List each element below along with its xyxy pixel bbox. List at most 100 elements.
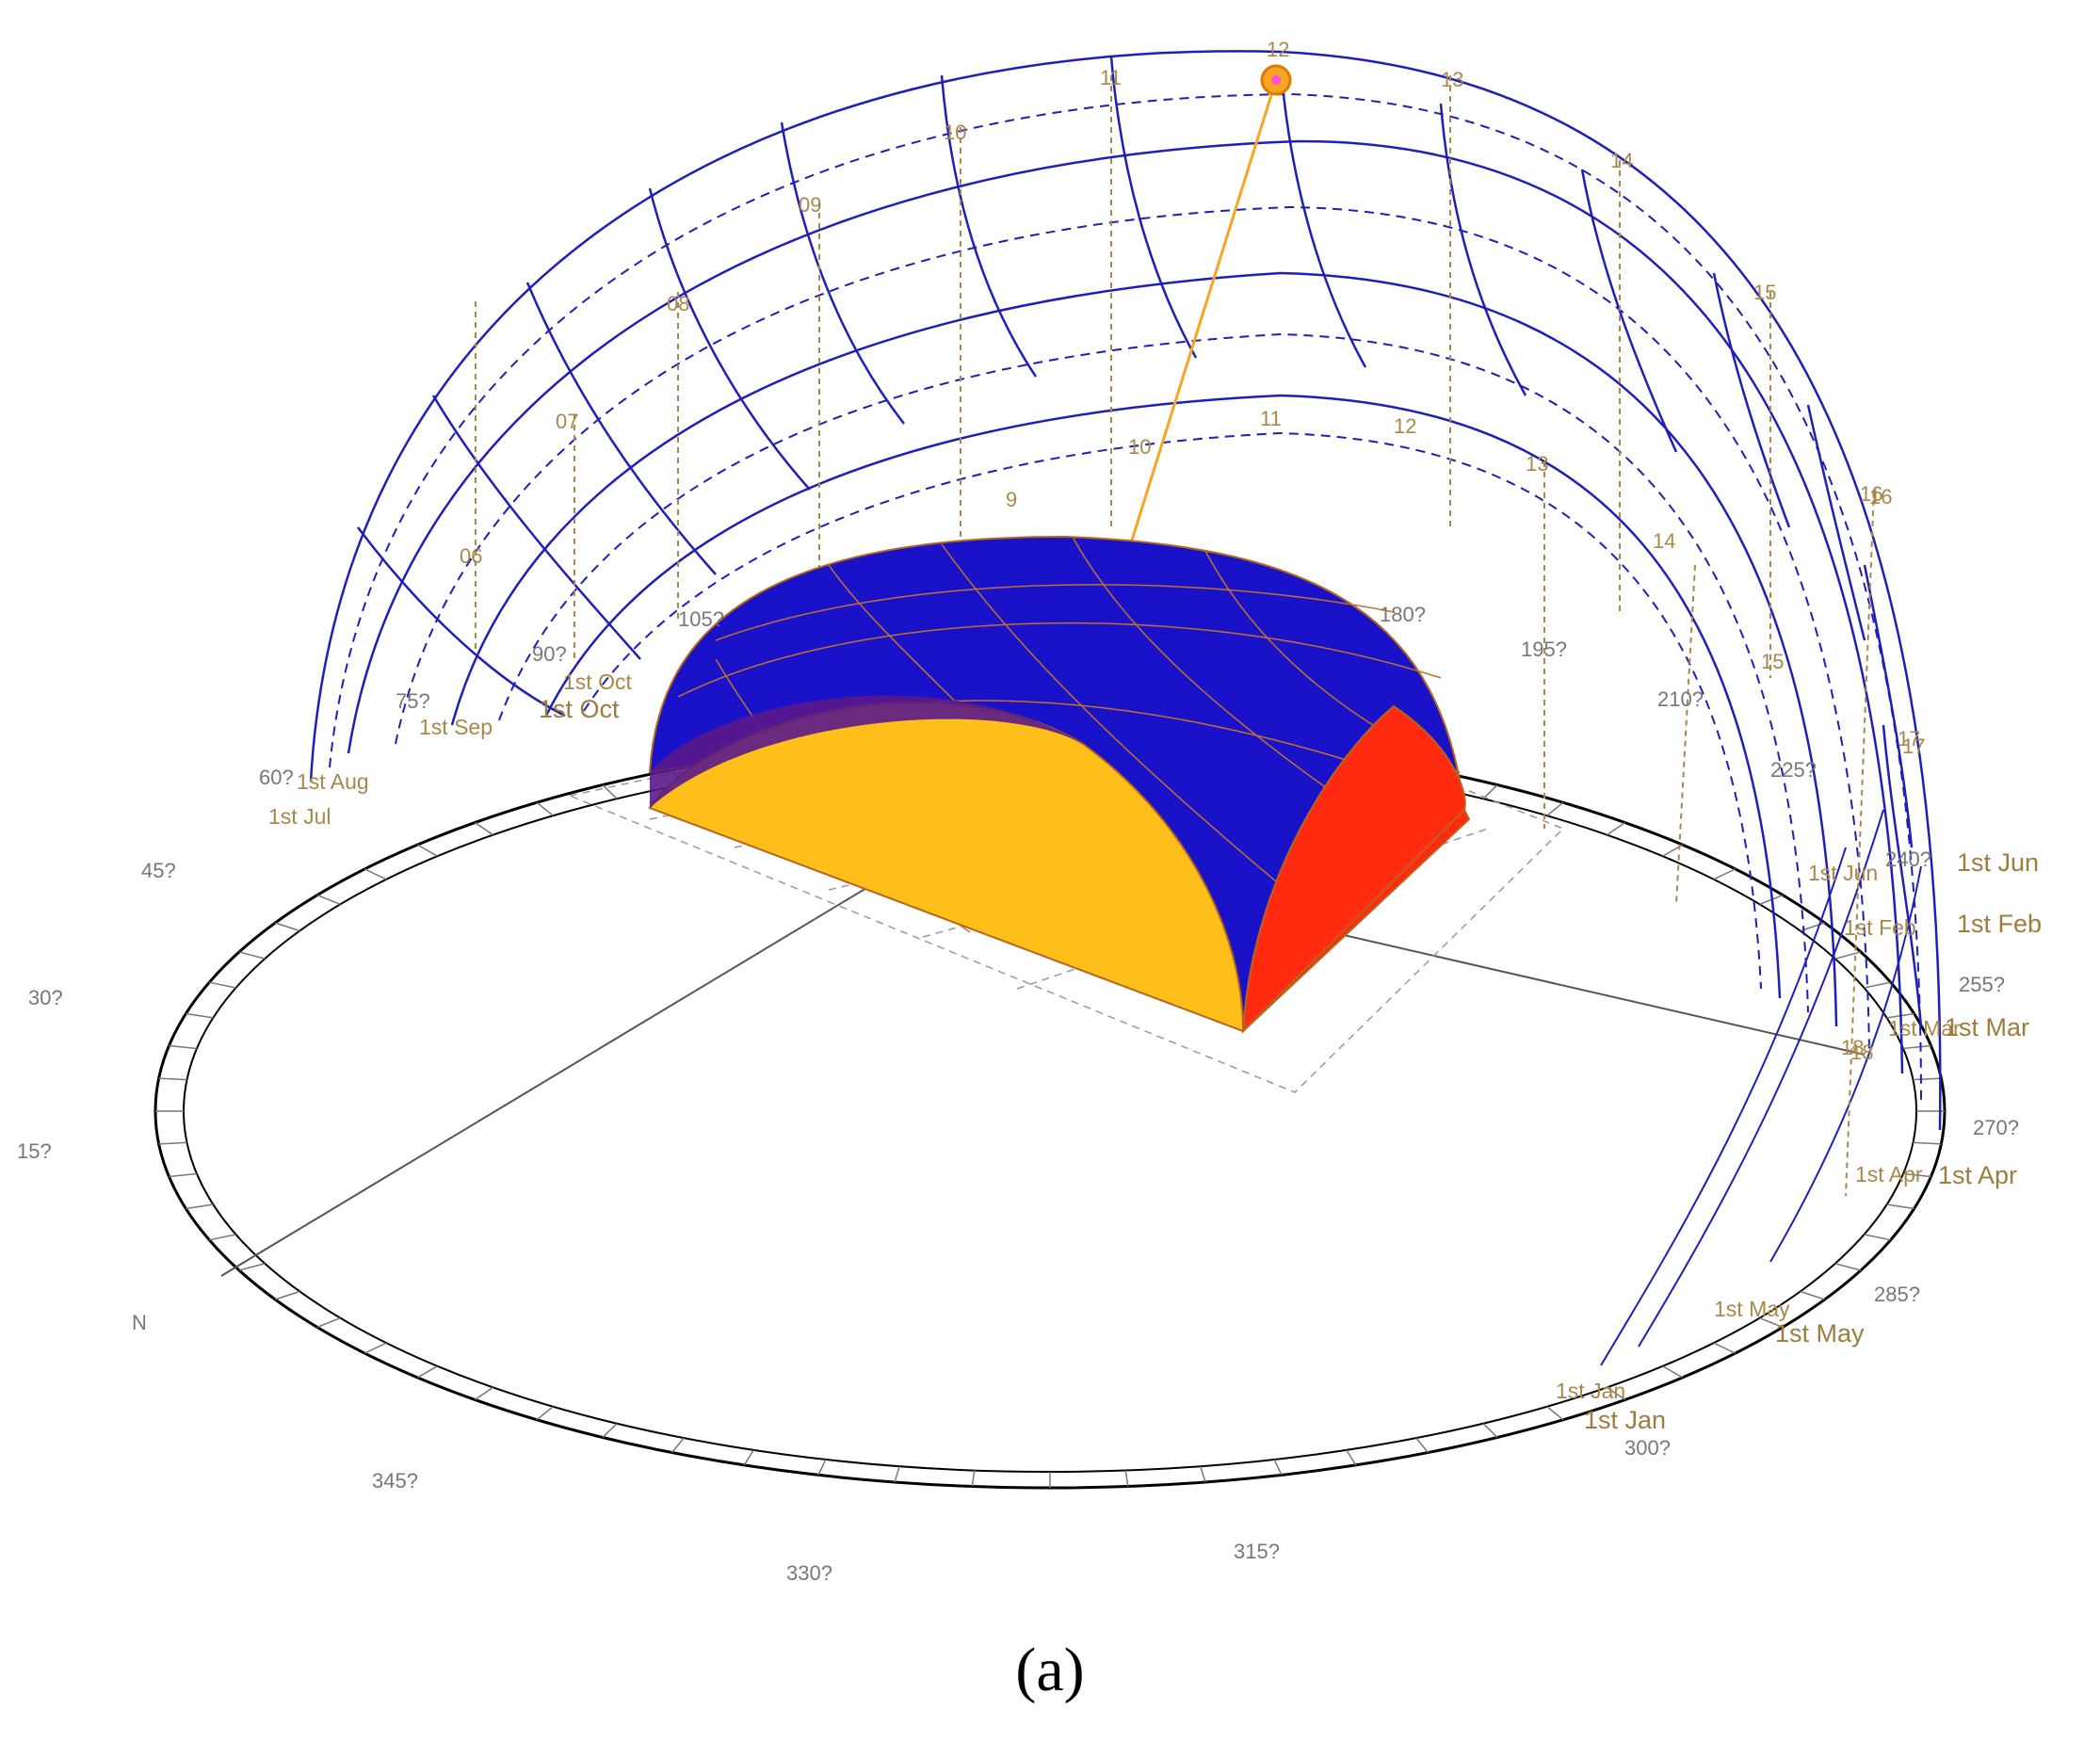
hour-label: 9	[1006, 488, 1017, 511]
ring-tick	[1913, 1141, 1942, 1145]
ring-tick	[209, 981, 236, 989]
ring-tick	[894, 1465, 900, 1483]
azimuth-label: 300?	[1624, 1436, 1671, 1460]
hour-label: 08	[667, 292, 689, 315]
vaulted-building	[648, 535, 1471, 1034]
ring-tick	[1606, 821, 1626, 836]
ring-tick	[158, 1077, 187, 1081]
azimuth-label: 105?	[678, 607, 724, 631]
azimuth-label: 285?	[1874, 1283, 1920, 1306]
hour-drop-lines	[475, 75, 1875, 1197]
ring-tick	[1713, 868, 1737, 880]
date-label: 1st Feb	[1957, 910, 2042, 938]
ring-tick	[1886, 1203, 1914, 1210]
hour-label: 12	[1267, 38, 1289, 61]
ring-tick	[363, 868, 387, 880]
ring-tick	[1546, 801, 1564, 816]
ring-tick	[275, 1290, 300, 1300]
ring-tick	[1834, 1263, 1862, 1271]
azimuth-label: 30?	[28, 986, 63, 1009]
date-label: 1st Jul	[268, 804, 331, 829]
ring-tick	[1864, 1234, 1891, 1241]
ring-tick	[743, 1449, 754, 1466]
ring-tick	[316, 1316, 341, 1329]
azimuth-label: N	[132, 1311, 147, 1334]
hour-labels-lower: 9 10 11 12 13 14 15 16 17 18	[1006, 407, 1920, 1059]
hour-label: 16	[1869, 485, 1892, 508]
hour-label: 15	[1753, 281, 1776, 304]
date-label: 1st Jan	[1556, 1379, 1625, 1403]
sun-ray	[1128, 64, 1292, 547]
ring-tick	[416, 844, 438, 857]
hour-label: 10	[1128, 435, 1151, 459]
date-label: 1st Jun	[1957, 848, 2039, 877]
date-label: 1st Jun	[1808, 861, 1878, 885]
date-label: 1st Apr	[1938, 1161, 2017, 1189]
azimuth-label: 255?	[1959, 973, 2005, 996]
hour-label: 14	[1610, 149, 1633, 172]
hour-label: 17	[1902, 734, 1925, 758]
azimuth-label: 270?	[1973, 1116, 2019, 1139]
hour-label: 15	[1761, 650, 1784, 673]
azimuth-label: 60?	[259, 766, 294, 789]
azimuth-labels: N 15? 30? 45? 60? 75? 90? 105? 180? 195?…	[17, 603, 2019, 1585]
date-label: 1st Sep	[419, 715, 493, 739]
sky-dome-grid	[309, 50, 1942, 1366]
ring-tick	[186, 1203, 214, 1210]
date-label: 1st Aug	[297, 769, 369, 794]
ring-tick	[1800, 1290, 1825, 1300]
hour-labels-upper: 06 07 08 09 10 11 12 13 14 15 16 17 18	[460, 38, 1925, 1064]
hour-label: 11	[1100, 66, 1122, 89]
ring-tick	[209, 1234, 236, 1241]
ring-tick	[1546, 1406, 1564, 1421]
ring-tick	[275, 922, 300, 932]
hour-label: 12	[1394, 414, 1416, 438]
date-label: 1st Feb	[1844, 915, 1916, 940]
ring-tick	[1759, 1316, 1784, 1329]
azimuth-label: 180?	[1380, 603, 1426, 626]
ring-tick	[238, 1263, 266, 1271]
date-label: 1st Oct	[563, 670, 632, 694]
ring-tick	[1415, 1437, 1430, 1453]
ring-tick	[536, 1406, 554, 1421]
ring-tick	[602, 1423, 618, 1438]
ring-tick	[1273, 1459, 1283, 1476]
ring-tick	[238, 951, 266, 960]
hour-label: 18	[1850, 1041, 1873, 1064]
ring-tick	[1346, 1449, 1357, 1466]
azimuth-label: 90?	[532, 642, 567, 666]
hour-label: 09	[799, 193, 821, 217]
ring-tick	[971, 1470, 976, 1487]
date-label: 1st Mar	[1888, 1016, 1961, 1041]
ring-tick	[1606, 1386, 1626, 1401]
azimuth-label: 45?	[141, 859, 176, 882]
ring-tick	[1713, 1342, 1737, 1354]
ring-tick	[1200, 1465, 1206, 1483]
ring-tick	[474, 821, 494, 836]
ring-tick	[602, 784, 618, 799]
azimuth-label: 345?	[372, 1469, 418, 1493]
date-label: 1st May	[1775, 1319, 1865, 1348]
azimuth-label: 210?	[1657, 687, 1704, 711]
ring-tick	[1913, 1077, 1942, 1081]
ring-tick	[1902, 1172, 1931, 1178]
ring-tick	[817, 1459, 827, 1476]
date-labels-left: 1st Jul 1st Aug 1st Sep 1st Oct 1st Oct	[268, 670, 632, 829]
ring-tick	[1902, 1044, 1931, 1050]
date-label: 1st May	[1714, 1297, 1790, 1321]
ring-tick	[670, 1437, 685, 1453]
ring-tick	[1834, 951, 1862, 960]
hour-label: 17	[1898, 727, 1920, 750]
ring-tick	[416, 1365, 438, 1379]
figure-caption: (a)	[1015, 1636, 1084, 1704]
azimuth-label: 75?	[396, 689, 430, 713]
ring-tick	[1864, 981, 1891, 989]
ring-tick	[169, 1172, 198, 1178]
hour-label: 16	[1860, 482, 1882, 506]
ring-tick	[186, 1012, 214, 1019]
ring-tick	[474, 1386, 494, 1401]
ring-tick	[1482, 784, 1498, 799]
ring-tick	[316, 894, 341, 906]
ring-tick	[158, 1141, 187, 1145]
